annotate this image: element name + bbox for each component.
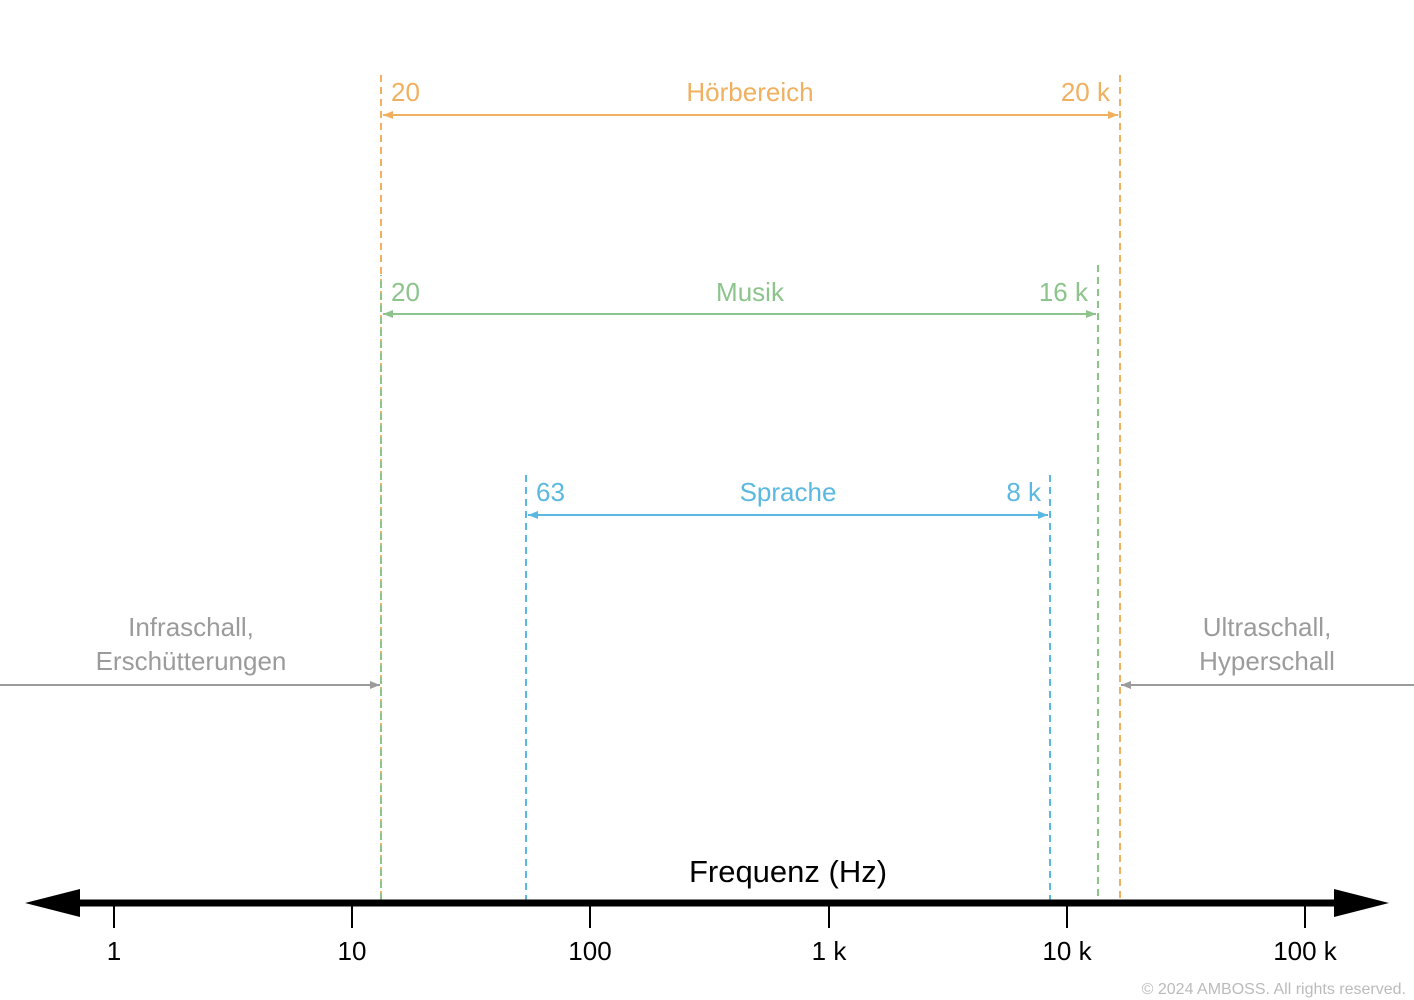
musik-high-label: 16 k <box>1039 277 1089 307</box>
frequency-axis: Frequenz (Hz) 1 10 100 1 k 10 k 100 k <box>25 854 1389 966</box>
hoerbereich-name-label: Hörbereich <box>686 77 813 107</box>
axis-tick-100: 100 <box>568 906 612 966</box>
sprache-high-label: 8 k <box>1006 477 1042 507</box>
hoerbereich-high-label: 20 k <box>1061 77 1111 107</box>
axis-tick-label: 10 <box>338 936 367 966</box>
axis-tick-label: 1 <box>107 936 121 966</box>
infraschall-region: Infraschall, Erschütterungen <box>0 612 380 689</box>
range-musik: 20 Musik 16 k <box>380 265 1099 900</box>
axis-tick-10: 10 <box>338 906 367 966</box>
axis-tick-label: 100 <box>568 936 611 966</box>
copyright-notice: © 2024 AMBOSS. All rights reserved. <box>1142 981 1406 998</box>
axis-tick-label: 1 k <box>812 936 848 966</box>
axis-title: Frequenz (Hz) <box>689 854 887 889</box>
axis-tick-1: 1 <box>107 906 121 966</box>
ultraschall-label-line1: Ultraschall, <box>1203 612 1332 642</box>
axis-arrowhead-left <box>25 889 80 917</box>
axis-tick-label: 100 k <box>1273 936 1338 966</box>
musik-low-label: 20 <box>391 277 420 307</box>
musik-name-label: Musik <box>716 277 785 307</box>
ultraschall-region: Ultraschall, Hyperschall <box>1121 612 1414 689</box>
axis-tick-1k: 1 k <box>812 906 848 966</box>
axis-tick-label: 10 k <box>1042 936 1092 966</box>
ultraschall-label-line2: Hyperschall <box>1199 646 1335 676</box>
range-sprache: 63 Sprache 8 k <box>525 475 1051 900</box>
infraschall-label-line2: Erschütterungen <box>96 646 287 676</box>
sprache-low-label: 63 <box>536 477 565 507</box>
axis-tick-100k: 100 k <box>1273 906 1338 966</box>
axis-arrowhead-right <box>1334 889 1389 917</box>
infraschall-label-line1: Infraschall, <box>128 612 254 642</box>
sprache-name-label: Sprache <box>740 477 837 507</box>
hoerbereich-low-label: 20 <box>391 77 420 107</box>
axis-tick-10k: 10 k <box>1042 906 1093 966</box>
